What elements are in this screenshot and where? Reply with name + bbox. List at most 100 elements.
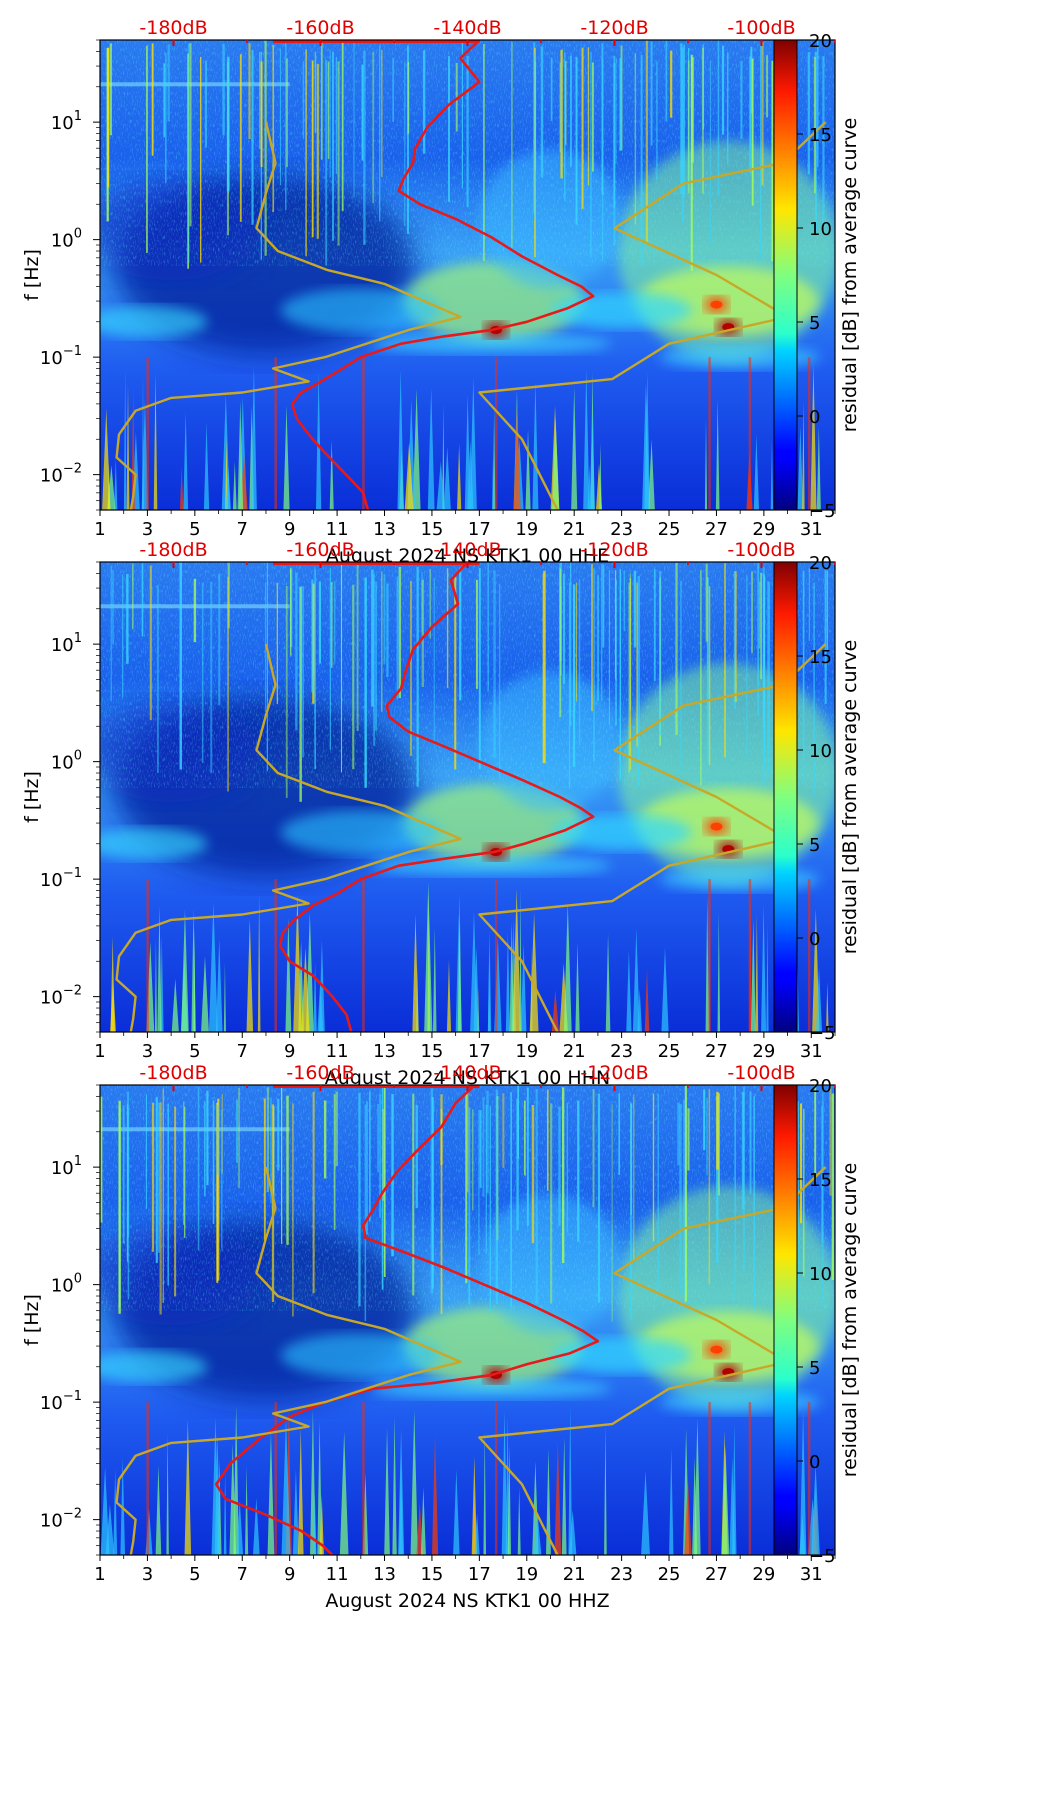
transient-streak [167,1103,169,1286]
x-tick-label: 11 [326,1564,349,1585]
transient-streak [546,1089,549,1191]
transient-streak [146,45,148,254]
energy-band [280,288,441,333]
transient-streak [684,1085,687,1302]
transient-streak [808,567,810,641]
transient-streak [659,570,662,736]
x-tick-label: 7 [237,1041,248,1062]
x-tick-label: 19 [515,1041,538,1062]
transient-streak [364,1104,367,1322]
transient-streak [329,568,331,750]
lowfreq-spike [561,1436,567,1555]
x-tick-label: 9 [284,1564,295,1585]
x-tick-label: 25 [658,519,681,540]
transient-streak [829,1086,832,1196]
low-noise-model-curve [115,1166,462,1555]
transient-streak [740,61,743,139]
x-tick-label: 7 [237,1564,248,1585]
transient-streak [372,51,375,204]
transient-streak [318,581,321,664]
transient-streak [189,43,192,227]
transient-streak [251,49,254,225]
transient-streak [559,62,561,153]
lowfreq-spike [473,946,480,1032]
transient-streak [516,1098,519,1231]
x-tick-label: 1 [94,519,105,540]
lowfreq-spike [252,1497,260,1555]
transient-streak [570,55,572,167]
transient-streak [334,580,336,663]
transient-streak [217,1098,220,1281]
lowfreq-spike [339,1431,349,1555]
lowfreq-spike [179,466,184,510]
transient-streak [797,1101,800,1298]
transient-streak [430,1088,433,1294]
lowfreq-spike [292,1469,299,1555]
lowfreq-spike [766,923,769,1032]
lowfreq-spike [431,1434,439,1555]
lowfreq-spike [797,426,804,510]
transient-streak [274,1402,277,1555]
transient-streak [618,1093,621,1176]
x-tick-label: 15 [420,519,443,540]
db-scale-label: -180dB [139,1062,207,1084]
transient-streak [495,1089,499,1305]
transient-streak [465,1091,468,1284]
transient-streak [110,566,112,702]
lowfreq-spike [715,399,720,510]
lowfreq-spike [397,369,404,510]
transient-streak [383,574,386,665]
colorbar-tick-label: 0 [809,929,820,950]
transient-streak [645,40,648,244]
transient-streak [687,60,690,194]
transient-streak [562,573,566,685]
transient-streak [421,579,424,687]
transient-streak [633,570,637,648]
transient-streak [485,1104,487,1254]
lowfreq-spike [237,400,244,510]
transient-streak [575,582,577,702]
x-tick-label: 11 [326,519,349,540]
lowfreq-spike [563,902,572,1032]
transient-streak [807,1402,811,1555]
transient-streak [619,58,622,151]
lowfreq-spike [554,1441,562,1555]
transient-streak [623,570,625,632]
lowfreq-spike [193,926,196,1032]
colorbar-tick-label: −5 [809,1546,836,1567]
lowfreq-spike [201,955,209,1032]
transient-streak [404,61,406,226]
lowfreq-spike [443,446,451,510]
transient-streak [734,1086,736,1300]
db-scale-label: -160dB [286,539,354,561]
transient-streak [629,573,631,711]
transient-streak [332,51,334,241]
transient-streak [323,1100,327,1179]
transient-streak [165,53,167,184]
transient-streak [327,61,330,160]
transient-streak [227,56,230,192]
transient-streak [826,570,829,651]
transient-streak [813,582,815,797]
transient-streak [391,1094,394,1257]
colorbar-tick-label: 5 [809,313,820,334]
transient-streak [218,573,221,706]
lowfreq-spike [392,1416,397,1555]
x-tick-label: 23 [610,1041,633,1062]
y-axis-label: f [Hz] [21,1294,43,1346]
transient-streak [382,1109,385,1201]
lowfreq-spike [632,928,640,1032]
energy-band [100,827,208,860]
transient-streak [630,1102,633,1320]
transient-streak [822,56,825,224]
transient-streak [158,1102,160,1253]
transient-streak [748,879,752,1032]
transient-streak [817,40,819,168]
x-tick-label: 19 [515,519,538,540]
transient-streak [183,1101,185,1225]
transient-streak [562,1087,565,1264]
lowfreq-spike [384,1427,390,1555]
lowfreq-spike [717,911,721,1032]
lowfreq-spike [404,442,414,510]
